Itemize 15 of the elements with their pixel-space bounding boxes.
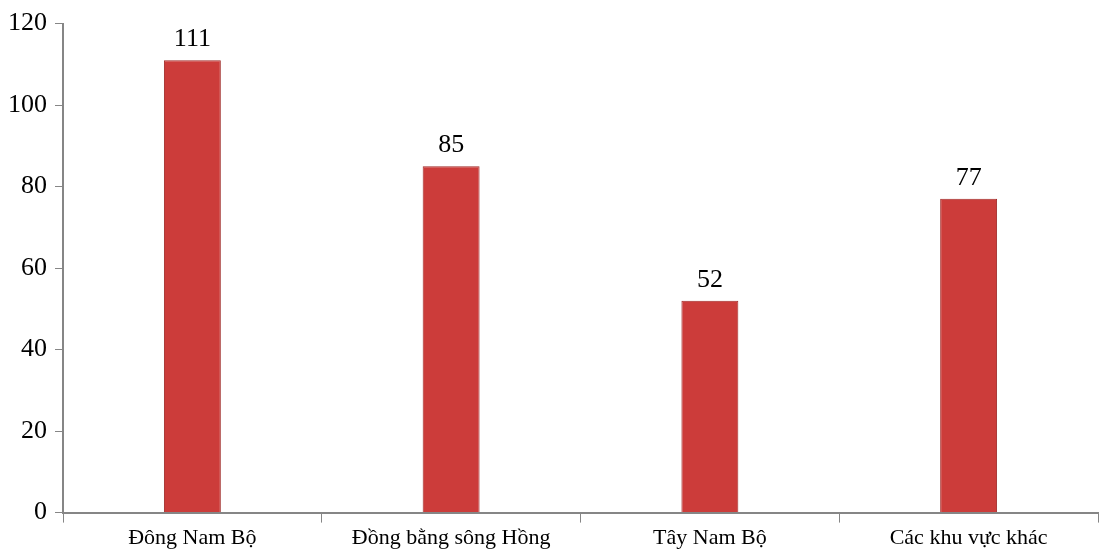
x-tick-label: Đồng bằng sông Hồng (351, 523, 551, 549)
x-tick-label: Đông Nam Bộ (128, 523, 257, 549)
x-tick-label: Tây Nam Bộ (653, 523, 767, 549)
data-label: 111 (173, 23, 211, 53)
y-tick-label: 20 (21, 414, 47, 444)
x-tick-label: Các khu vực khác (889, 523, 1048, 549)
data-label: 85 (438, 129, 465, 159)
y-tick-label: 80 (21, 170, 47, 200)
y-tick-label: 0 (34, 496, 47, 526)
y-tick-label: 40 (21, 333, 47, 363)
y-tick-label: 100 (8, 88, 47, 118)
y-tick-label: 60 (21, 251, 47, 281)
data-label: 77 (955, 161, 982, 191)
y-tick-label: 120 (8, 7, 47, 37)
data-label: 52 (696, 263, 723, 293)
